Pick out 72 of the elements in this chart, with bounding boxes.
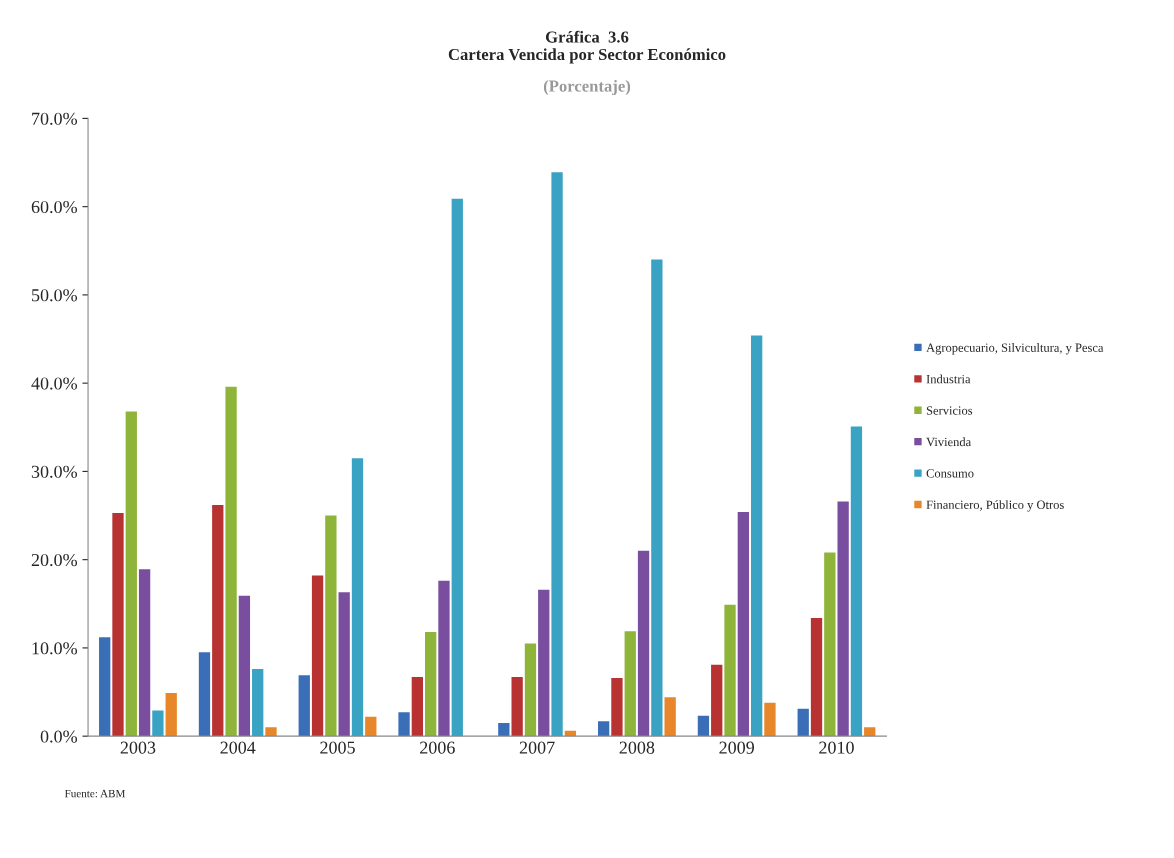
x-tick-label: 2010 xyxy=(819,741,854,754)
y-tick-label: 10.0% xyxy=(32,642,78,655)
bar xyxy=(252,669,264,737)
bar xyxy=(697,715,710,737)
legend-label: Industria xyxy=(926,374,971,384)
bar xyxy=(651,259,663,737)
bar xyxy=(837,501,849,737)
y-tick-label: 0.0% xyxy=(40,730,78,743)
bar xyxy=(165,692,177,737)
bar xyxy=(637,550,650,737)
bar xyxy=(112,512,124,737)
legend-label: Agropecuario, Silvicultura, y Pesca xyxy=(926,343,1104,355)
bar xyxy=(511,677,523,737)
bar xyxy=(365,716,377,737)
bar xyxy=(438,580,450,737)
x-tick-label: 2005 xyxy=(320,741,355,754)
x-tick-label: 2004 xyxy=(220,741,256,754)
bar xyxy=(138,569,151,737)
bar xyxy=(624,631,636,737)
bar xyxy=(238,595,251,737)
bar xyxy=(265,727,277,737)
bar xyxy=(225,386,237,737)
x-tick-label: 2006 xyxy=(420,741,455,754)
bar xyxy=(538,589,550,737)
bar xyxy=(325,515,337,737)
bar xyxy=(198,652,211,737)
bar xyxy=(711,664,723,737)
y-tick-label: 70.0% xyxy=(32,112,78,125)
y-tick-label: 20.0% xyxy=(31,553,78,567)
bar xyxy=(824,552,836,737)
bar xyxy=(724,604,736,737)
bar xyxy=(411,677,424,737)
y-tick-label: 60.0% xyxy=(31,200,78,214)
bar xyxy=(152,710,164,737)
bar xyxy=(212,504,224,737)
bar xyxy=(99,637,111,737)
bar xyxy=(750,335,763,737)
legend-label: Consumo xyxy=(926,469,974,478)
bar xyxy=(451,198,463,737)
source-note: Fuente: ABM xyxy=(64,789,126,798)
bar xyxy=(311,575,324,737)
bar xyxy=(797,708,809,737)
x-tick-label: 2003 xyxy=(120,741,156,754)
bar xyxy=(298,675,310,737)
chart-title: Gráfica 3.6 Cartera Vencida por Sector Económico xyxy=(448,30,726,64)
bar xyxy=(810,617,823,737)
y-tick-label: 50.0% xyxy=(32,289,78,302)
y-tick-label: 40.0% xyxy=(31,377,78,390)
bar xyxy=(398,712,410,737)
x-tick-label: 2008 xyxy=(619,741,655,754)
bar xyxy=(864,727,876,737)
legend-label: Servicios xyxy=(926,406,973,415)
bar xyxy=(125,411,137,737)
bar xyxy=(597,721,610,737)
x-tick-label: 2009 xyxy=(719,741,754,754)
legend-label: Financiero, Público y Otros xyxy=(926,500,1064,512)
bar xyxy=(564,730,577,737)
bar xyxy=(524,643,537,737)
bar xyxy=(351,458,364,737)
bar xyxy=(498,722,510,737)
bar xyxy=(551,172,563,737)
bar xyxy=(611,677,623,737)
bar xyxy=(338,592,350,737)
bar xyxy=(764,702,776,737)
chart-subtitle: (Porcentaje) xyxy=(543,79,631,96)
bar xyxy=(425,632,437,737)
bar xyxy=(664,697,676,737)
bar xyxy=(737,512,749,737)
legend-label: Vivienda xyxy=(926,437,971,447)
bar xyxy=(850,426,863,737)
y-tick-label: 30.0% xyxy=(31,465,78,478)
x-tick-label: 2007 xyxy=(519,741,555,754)
